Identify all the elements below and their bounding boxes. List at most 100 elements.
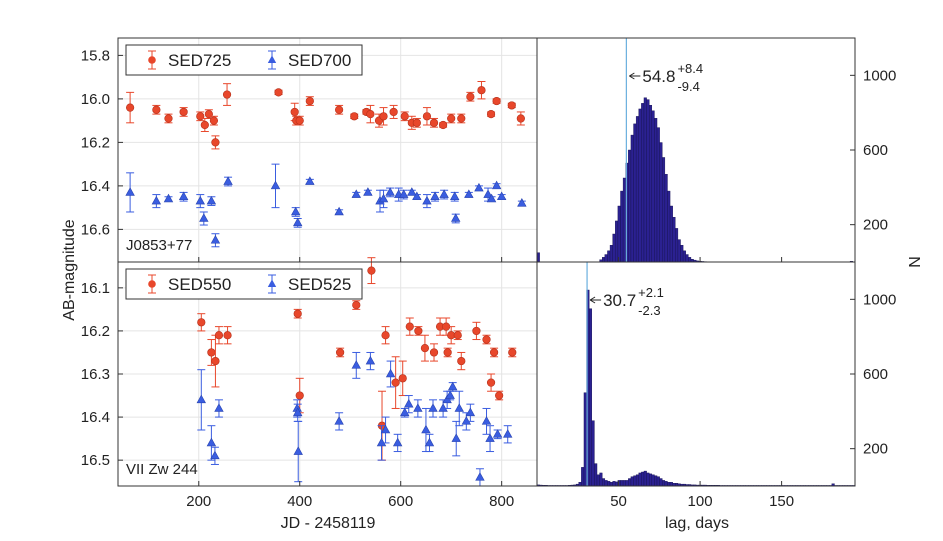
data-point bbox=[214, 403, 224, 412]
histogram-bar bbox=[680, 244, 684, 263]
lag-value-label: 30.7 bbox=[603, 291, 636, 310]
data-point bbox=[424, 437, 435, 447]
x-tick-label: 800 bbox=[489, 493, 514, 510]
data-point bbox=[376, 437, 387, 447]
data-point bbox=[290, 206, 301, 216]
data-point bbox=[486, 110, 496, 119]
data-point bbox=[295, 391, 304, 400]
histogram-bar bbox=[630, 134, 634, 263]
histogram-bar bbox=[596, 474, 600, 487]
y-tick-label: 1000 bbox=[863, 291, 896, 308]
annotation-arrowhead bbox=[629, 72, 635, 80]
y-tick-label: 16.6 bbox=[81, 221, 110, 238]
histogram-bar bbox=[677, 239, 681, 263]
data-point bbox=[389, 107, 398, 117]
data-point bbox=[380, 424, 391, 434]
y-tick-label: 200 bbox=[863, 217, 888, 234]
data-point bbox=[491, 180, 502, 190]
data-point bbox=[352, 300, 361, 310]
data-point bbox=[496, 191, 507, 201]
lag-plus-error: +8.4 bbox=[677, 61, 703, 76]
histogram-bar bbox=[622, 177, 626, 263]
legend-label: SED725 bbox=[168, 51, 231, 70]
data-point bbox=[438, 403, 448, 412]
histogram-bar bbox=[688, 257, 692, 263]
histogram-bar bbox=[617, 205, 621, 263]
histogram-bar bbox=[664, 174, 668, 263]
data-point bbox=[196, 394, 207, 404]
legend-marker bbox=[267, 279, 277, 287]
data-point bbox=[451, 213, 461, 222]
y-tick-label: 16.4 bbox=[81, 178, 110, 195]
data-point bbox=[293, 407, 303, 417]
histogram-bar bbox=[612, 481, 616, 487]
y-tick-label: 200 bbox=[863, 441, 888, 458]
data-point bbox=[451, 433, 461, 442]
series-sed700 bbox=[125, 163, 527, 248]
histogram-bar bbox=[648, 473, 653, 487]
histogram-bar bbox=[643, 97, 647, 263]
data-point bbox=[125, 187, 135, 196]
histogram-bar bbox=[602, 257, 606, 263]
data-point bbox=[351, 189, 361, 198]
histogram-bar bbox=[646, 472, 650, 487]
data-point bbox=[483, 189, 493, 198]
data-point bbox=[447, 114, 456, 123]
data-point bbox=[475, 472, 485, 481]
histogram-bar bbox=[659, 478, 663, 487]
series-sed525 bbox=[196, 351, 513, 487]
data-point bbox=[151, 195, 162, 205]
x-tick-label: 600 bbox=[388, 493, 413, 510]
histogram-bar bbox=[667, 482, 671, 487]
y-axis-label-right: N bbox=[907, 256, 924, 268]
data-point bbox=[517, 198, 527, 207]
data-point bbox=[210, 450, 220, 460]
histogram-bar bbox=[628, 149, 632, 263]
histogram-bar bbox=[628, 478, 632, 487]
legend-label: SED550 bbox=[168, 275, 231, 294]
data-point bbox=[179, 107, 188, 117]
histogram-bars bbox=[536, 97, 853, 263]
data-point bbox=[412, 191, 422, 201]
histogram-bar bbox=[607, 481, 611, 487]
histogram-bar bbox=[682, 250, 686, 263]
histogram-bar bbox=[646, 99, 650, 263]
histogram-bar bbox=[641, 471, 645, 487]
data-point bbox=[385, 187, 395, 196]
data-point bbox=[206, 195, 217, 205]
histogram-bar bbox=[638, 472, 642, 487]
data-point bbox=[290, 107, 299, 117]
histogram-bar bbox=[685, 254, 689, 263]
annotation-arrowhead bbox=[589, 296, 596, 304]
data-point bbox=[454, 403, 464, 412]
data-point bbox=[334, 206, 344, 216]
data-point bbox=[195, 195, 205, 205]
data-point bbox=[422, 112, 432, 121]
data-point bbox=[335, 105, 344, 114]
data-point bbox=[211, 356, 220, 366]
data-point bbox=[223, 176, 233, 185]
lag-minus-error: -2.3 bbox=[638, 303, 660, 318]
data-point bbox=[381, 331, 390, 340]
object-label: VII Zw 244 bbox=[126, 461, 198, 478]
data-point bbox=[457, 114, 466, 123]
histogram-bar bbox=[615, 481, 619, 487]
data-point bbox=[450, 191, 460, 201]
data-point bbox=[516, 114, 525, 123]
legend: SED725 SED700 bbox=[125, 44, 363, 76]
histogram-bar bbox=[599, 472, 603, 487]
histogram-bar bbox=[633, 123, 637, 263]
histogram-bar bbox=[588, 308, 592, 487]
histogram-bar bbox=[620, 480, 624, 487]
data-point bbox=[334, 416, 344, 425]
data-point bbox=[503, 429, 513, 438]
light-curve-bottom-panel: SED550 SED525 VII Zw 244 16.1 16.2 16.3 16.4 16… bbox=[81, 257, 538, 510]
lag-value-label: 54.8 bbox=[642, 67, 675, 86]
data-point bbox=[199, 213, 209, 222]
legend-marker bbox=[267, 55, 277, 63]
data-point bbox=[486, 378, 496, 387]
histogram-bar bbox=[630, 476, 634, 487]
histogram-bar bbox=[651, 110, 655, 263]
data-point bbox=[164, 114, 173, 123]
data-point bbox=[293, 217, 303, 227]
